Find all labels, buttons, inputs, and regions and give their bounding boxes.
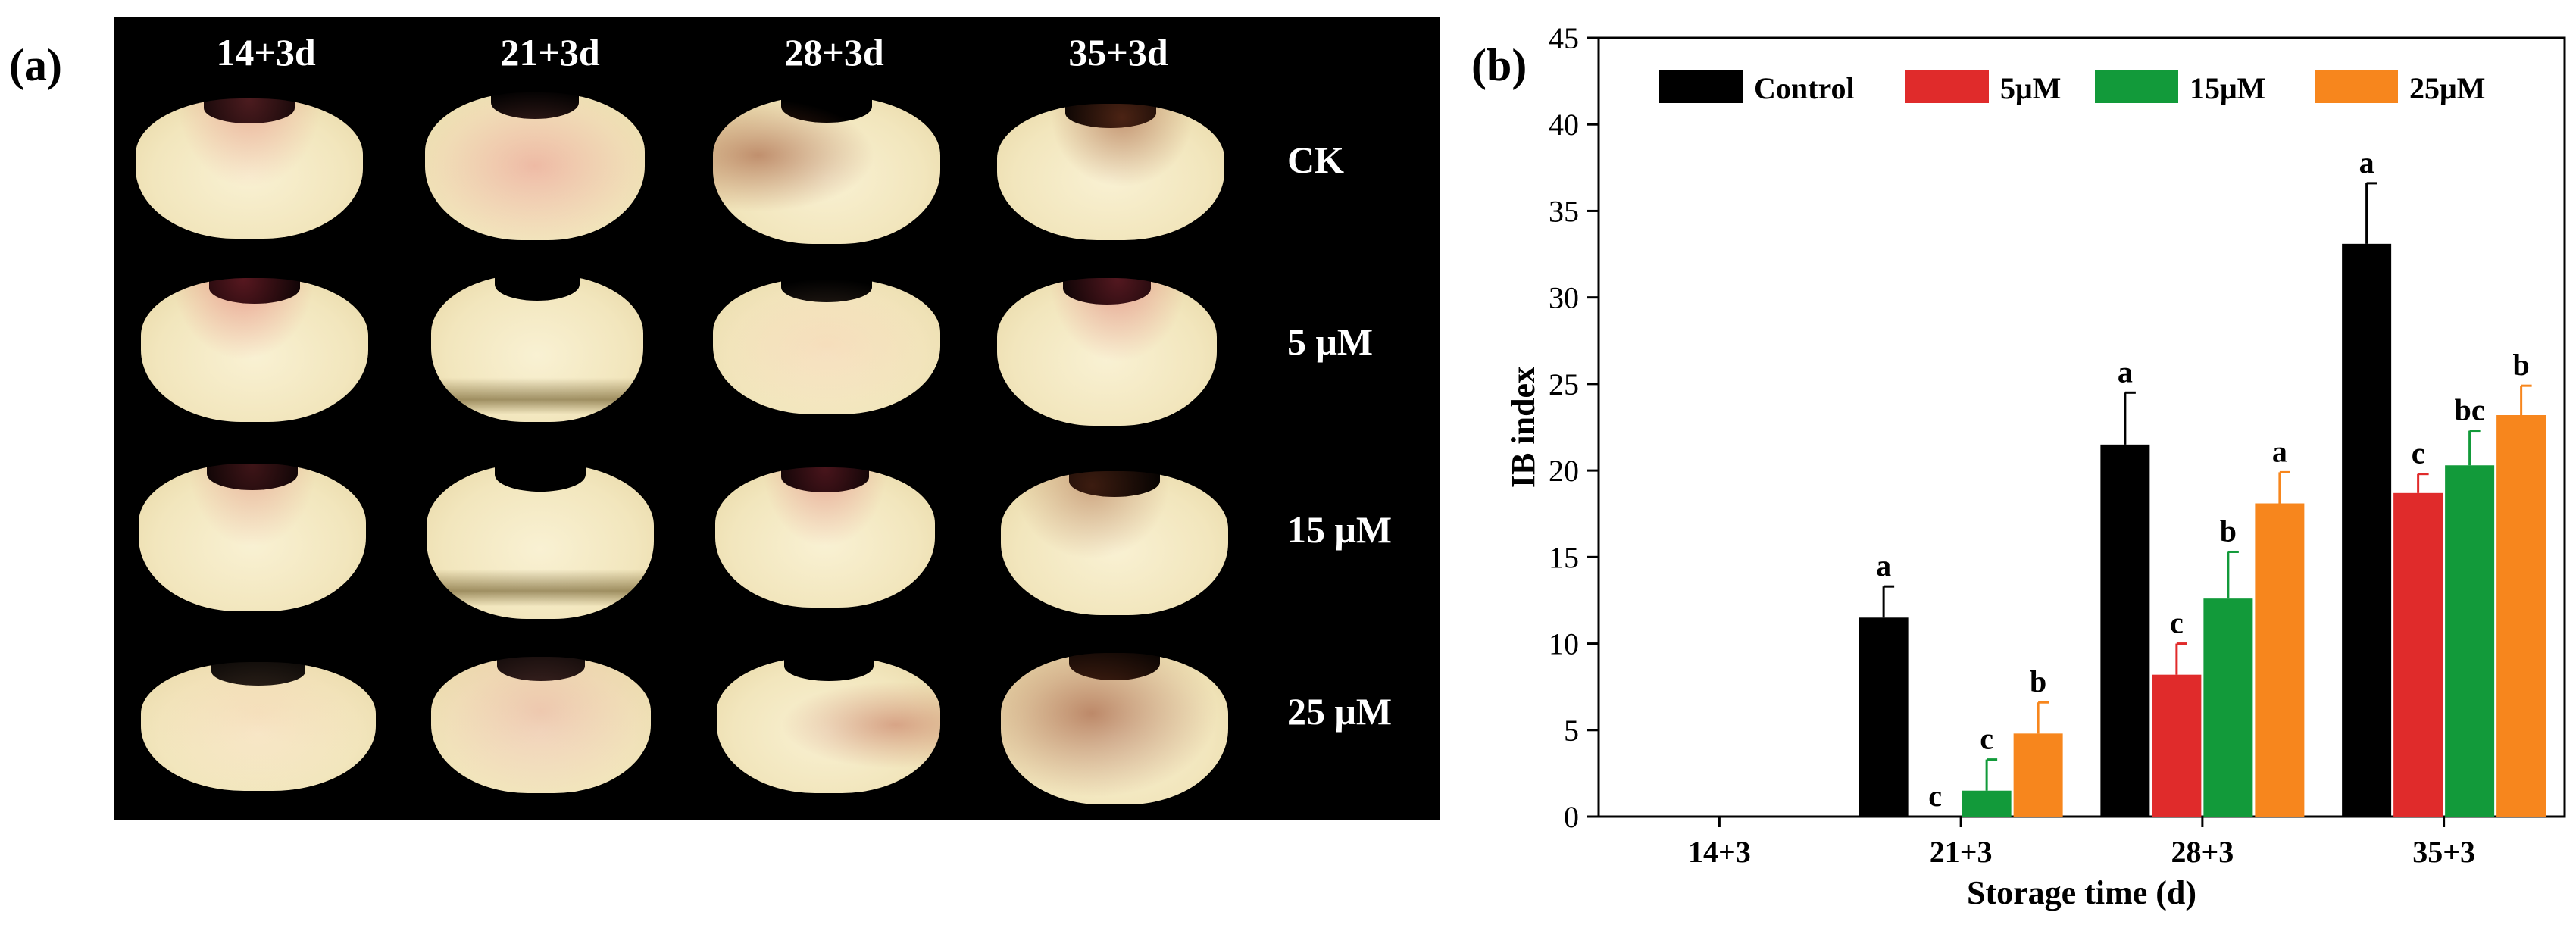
significance-letter: a <box>2272 434 2287 468</box>
y-tick-label: 40 <box>1549 108 1579 142</box>
plot-frame <box>1597 36 2566 818</box>
significance-letter: c <box>1980 722 1993 756</box>
y-tick-label: 5 <box>1564 714 1579 748</box>
legend-swatch <box>1659 70 1743 103</box>
fruit-slice <box>715 461 935 608</box>
fruit-slice <box>431 268 643 422</box>
x-axis-label: Storage time (d) <box>1967 874 2196 911</box>
plot-area: 0 5 10 15 20 25 30 35 40 45 14+3 21+3 28+3 35+3 Storag… <box>1505 21 2566 911</box>
row-label-25um: 25 μM <box>1287 690 1393 733</box>
y-tick-label: 25 <box>1549 367 1579 401</box>
y-tick-label: 45 <box>1549 21 1579 55</box>
legend-label: Control <box>1754 71 1855 105</box>
y-tick-label: 20 <box>1549 454 1579 488</box>
significance-letter: c <box>2170 606 2184 640</box>
significance-letter: a <box>2359 145 2374 180</box>
panel-b-label: (b) <box>1471 40 1527 90</box>
bar <box>2013 733 2063 817</box>
fruit-slice <box>425 86 645 240</box>
legend-label: 5μM <box>2000 71 2061 105</box>
fruit-slice <box>1001 647 1228 804</box>
significance-letter: a <box>1876 548 1891 583</box>
row-label-15um: 15 μM <box>1287 508 1393 551</box>
column-header-28d: 28+3d <box>784 31 884 73</box>
bar <box>2203 598 2253 817</box>
fruit-slice <box>136 92 363 239</box>
bar <box>2152 674 2202 817</box>
y-axis-label: IB index <box>1505 367 1542 488</box>
fruit-photo-panel: 14+3d 21+3d 28+3d 35+3d CK 5 μM 15 μM 25… <box>114 17 1440 820</box>
x-tick-label: 35+3 <box>2412 835 2475 869</box>
significance-letter: c <box>1928 779 1942 813</box>
significance-letter: a <box>2118 355 2133 389</box>
fruit-slice <box>1001 465 1228 615</box>
fruit-slice <box>431 651 651 793</box>
fruit-slice <box>713 90 940 244</box>
fruit-slice <box>141 657 376 791</box>
fruit-slice <box>139 458 366 611</box>
fruit-slice <box>997 98 1224 240</box>
y-tick-label: 0 <box>1564 800 1579 834</box>
significance-letter: c <box>2412 436 2425 470</box>
legend-label: 15μM <box>2190 71 2265 105</box>
bar <box>2342 243 2392 817</box>
legend-label: 25μM <box>2409 71 2485 105</box>
x-tick-label: 28+3 <box>2171 835 2234 869</box>
bar <box>2496 415 2546 817</box>
column-header-14d: 14+3d <box>216 31 316 73</box>
row-label-ck: CK <box>1287 139 1344 181</box>
x-tick-label: 14+3 <box>1688 835 1751 869</box>
legend-swatch <box>2095 70 2178 103</box>
significance-letter: b <box>2220 514 2237 548</box>
legend-swatch <box>1905 70 1989 103</box>
bar <box>2393 492 2443 817</box>
x-tick-label: 21+3 <box>1930 835 1993 869</box>
fruit-slice <box>427 457 654 619</box>
bar <box>2100 444 2150 817</box>
column-header-21d: 21+3d <box>500 31 600 73</box>
fruit-slice <box>997 272 1217 426</box>
significance-letter: bc <box>2455 393 2485 427</box>
fruit-slice <box>713 272 940 414</box>
bar <box>1859 617 1909 817</box>
row-label-5um: 5 μM <box>1287 320 1374 363</box>
legend-swatch <box>2315 70 2398 103</box>
bar <box>2445 465 2495 817</box>
y-tick-label: 35 <box>1549 194 1579 228</box>
column-header-35d: 35+3d <box>1068 31 1168 73</box>
significance-letter: b <box>2030 664 2046 698</box>
fruit-slice <box>717 651 940 793</box>
panel-a-label: (a) <box>9 40 62 90</box>
ib-index-bar-chart: 0 5 10 15 20 25 30 35 40 45 14+3 21+3 28+3 35+3 Storag… <box>1505 21 2566 911</box>
y-tick-label: 15 <box>1549 540 1579 574</box>
significance-letter: b <box>2513 348 2530 382</box>
fruit-slice <box>141 272 368 422</box>
bar <box>1962 790 2012 817</box>
y-tick-label: 10 <box>1549 627 1579 661</box>
bar <box>2255 503 2305 817</box>
y-tick-label: 30 <box>1549 281 1579 315</box>
